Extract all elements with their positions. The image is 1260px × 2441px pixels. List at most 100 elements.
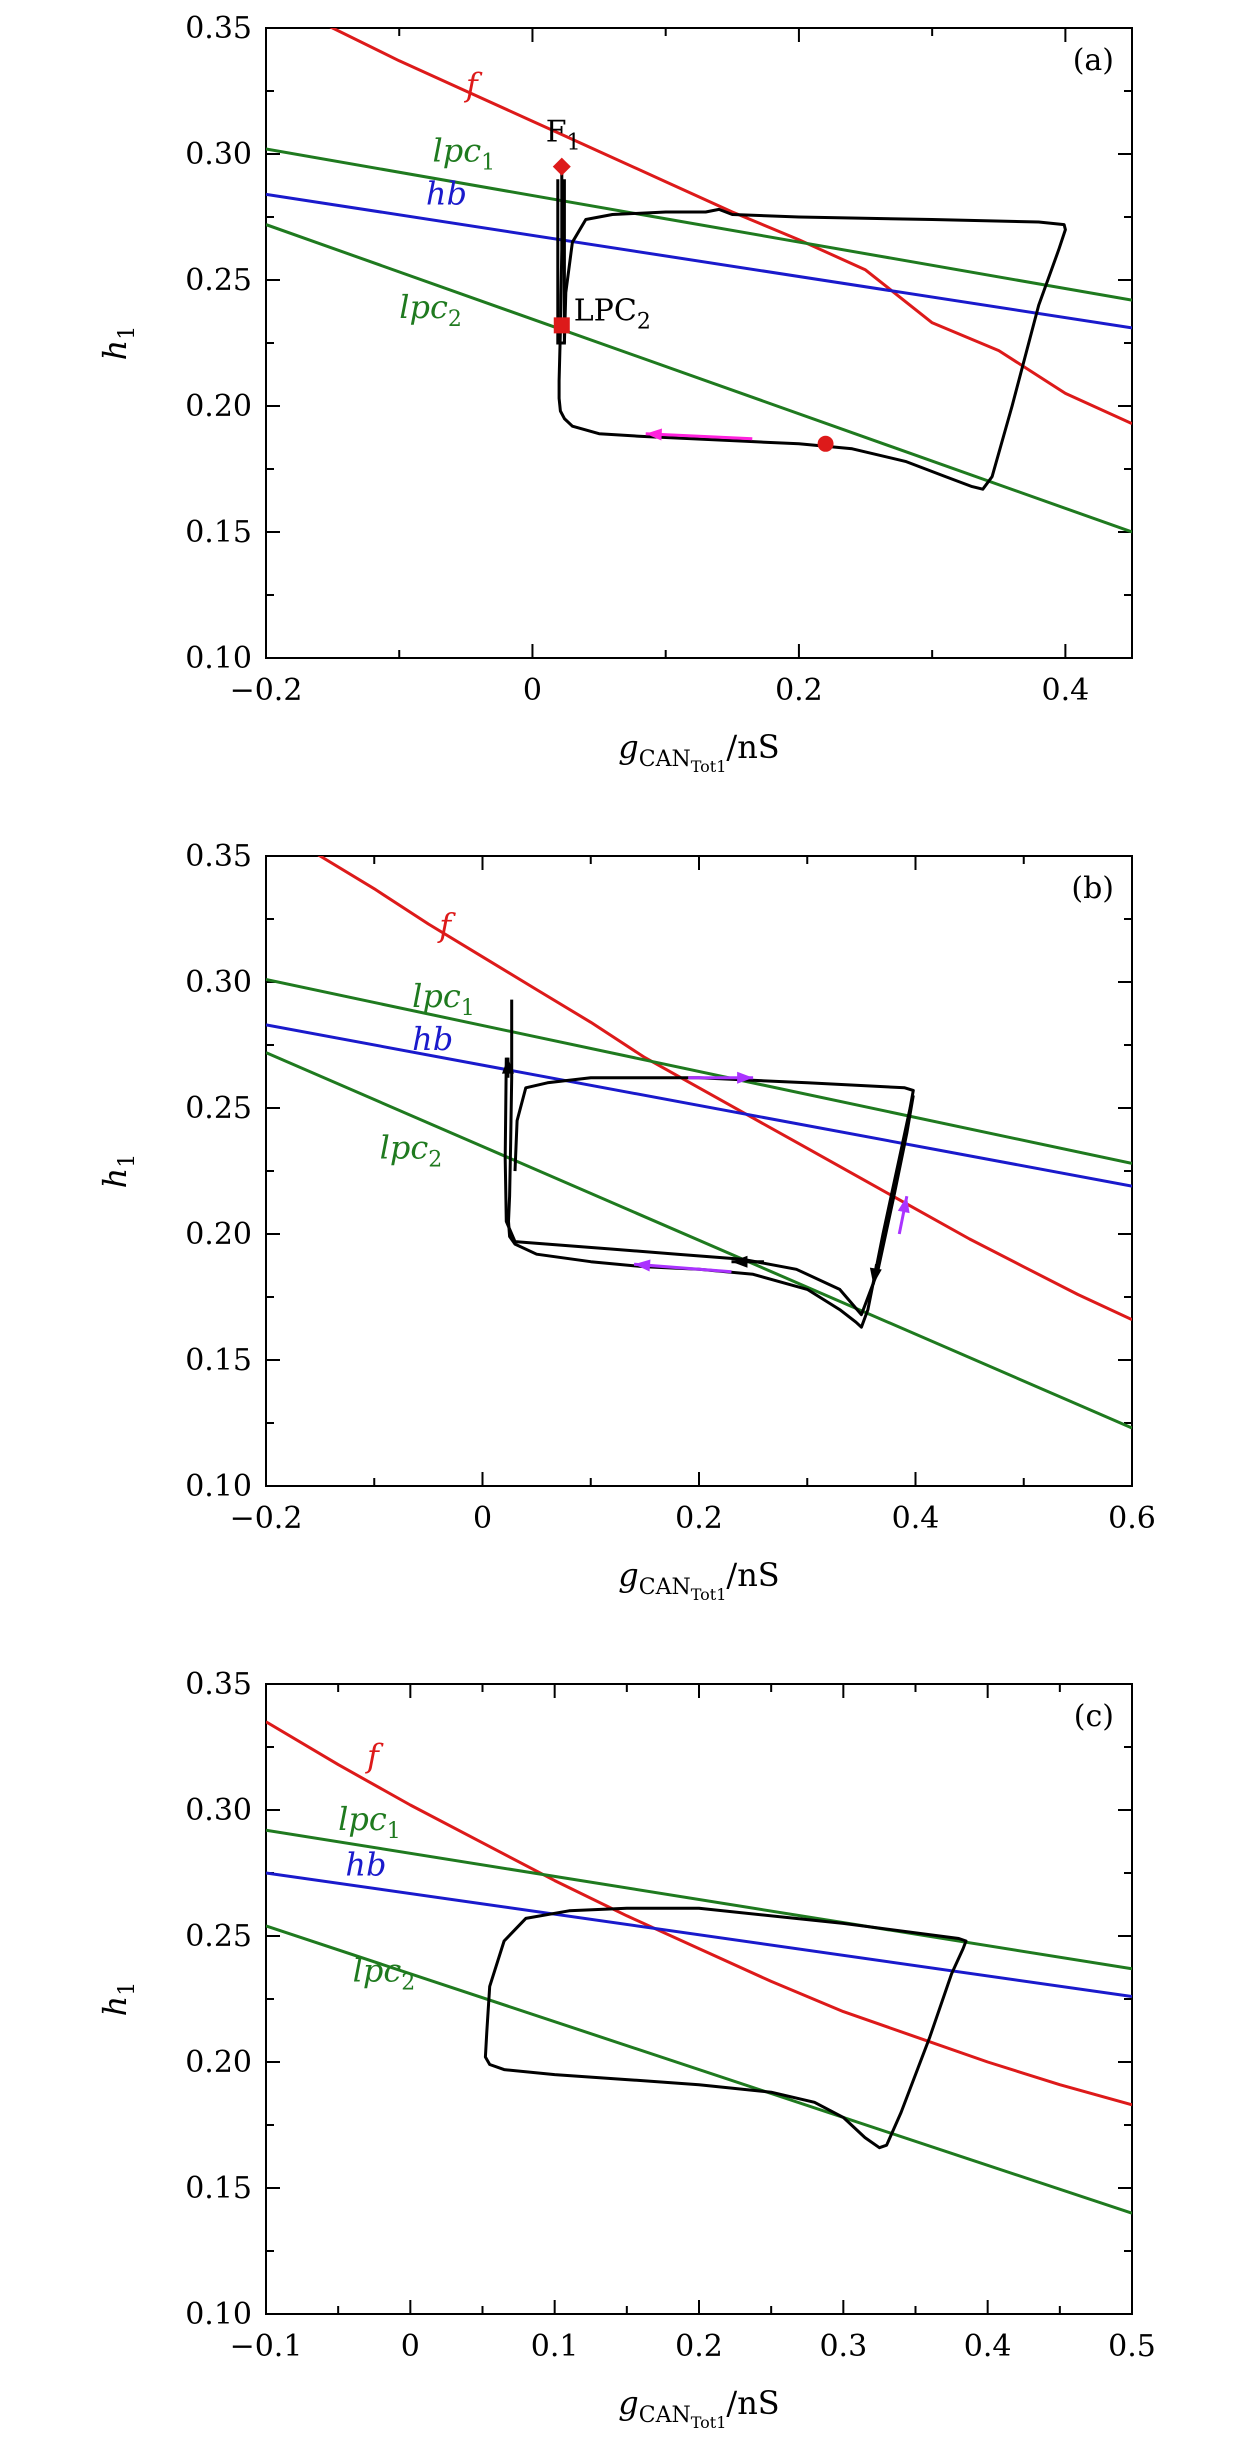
series-hb-label-main: hb [345,1846,386,1884]
x-tick-label: −0.1 [230,2329,303,2364]
series-lpc2-label: lpc2 [399,288,462,332]
x-axis-title-sub: CAN [639,2403,691,2428]
x-axis-title-unit: /nS [726,2384,779,2422]
y-tick-label: 0.15 [185,2171,252,2206]
panel-tag: (b) [1071,871,1114,906]
x-tick-label: 0.2 [775,673,823,708]
y-tick-label: 0.30 [185,137,252,172]
series-lpc1-label-main: lpc [412,977,461,1015]
x-tick-label: 0.1 [531,2329,579,2364]
direction-arrow-head [645,428,662,441]
x-axis-title-subsub: Tot1 [691,757,727,776]
x-tick-label: 0.4 [964,2329,1012,2364]
x-axis-title: gCANTot1/nS [618,728,779,776]
panel-tag: (c) [1074,1699,1114,1734]
point-label-sub: 1 [567,130,581,155]
y-axis-title-sub: 1 [115,1154,140,1168]
series-lpc1-label-sub: 1 [481,151,495,176]
plot-area [266,28,1132,534]
x-axis-title-sub: CAN [639,1575,691,1600]
y-tick-label: 0.15 [185,515,252,550]
x-tick-label: 0.4 [892,1501,940,1536]
direction-arrow-head [897,1196,910,1214]
y-tick-label: 0.10 [185,2297,252,2332]
plot-frame [265,27,1133,659]
y-axis-title: h1 [96,1982,140,2017]
y-tick-label: 0.20 [185,389,252,424]
series-lpc2-line [266,1051,1132,1430]
direction-arrow-head [501,1057,514,1074]
series-f-line [329,28,1132,425]
limit-cycle-trajectory [557,171,1067,491]
point-label: F1 [546,114,581,155]
x-tick-label: 0.2 [675,2329,723,2364]
x-axis-title: gCANTot1/nS [618,2384,779,2432]
series-lpc2-label-sub: 2 [401,1970,415,1995]
bifurcation-point-diamond [552,157,571,176]
y-axis-title-sub: 1 [115,1982,140,1996]
x-tick-label: 0.4 [1042,673,1090,708]
series-lpc1-line [266,978,1132,1165]
x-tick-label: −0.2 [230,673,303,708]
series-lpc1-label-sub: 1 [387,1819,401,1844]
plot-frame [265,1683,1133,2315]
y-tick-label: 0.10 [185,641,252,676]
series-lpc1-label: lpc1 [412,977,475,1021]
series-f-line [317,856,1132,1322]
direction-arrow-head [634,1259,651,1272]
series-lpc1-label-main: lpc [338,1800,387,1838]
point-label-main: LPC [574,293,637,328]
x-tick-label: 0 [523,673,542,708]
series-lpc2-line [266,1924,1132,2215]
plot-area [266,1720,1132,2215]
y-tick-label: 0.35 [185,1667,252,1702]
panel-c: −0.1 0 0.1 0.2 0.3 0.4 0.5 0.10 0.15 0.20 0.25 0.30… [96,1667,1156,2432]
point-label-main: F [546,114,567,149]
limit-cycle-trajectory [483,1906,968,2150]
y-tick-label: 0.15 [185,1343,252,1378]
y-tick-label: 0.35 [185,11,252,46]
limit-cycle-trajectory [507,999,915,1329]
x-axis-title-main: g [618,1556,638,1594]
series-f-line [266,1720,1132,2107]
x-tick-label: 0.6 [1108,1501,1156,1536]
bifurcation-point-square [553,317,570,334]
y-tick-label: 0.30 [185,965,252,1000]
y-axis-title: h1 [96,326,140,361]
trajectory-spike [556,179,566,345]
point-label-sub: 2 [637,309,651,334]
panel-b: −0.2 0 0.2 0.4 0.6 0.10 0.15 0.20 0.25 0.30 0.35 gC… [96,839,1156,1604]
series-lpc2-label-main: lpc [399,288,448,326]
series-hb-line [266,1871,1132,1998]
y-tick-label: 0.30 [185,1793,252,1828]
direction-arrow-shaft [633,1262,732,1274]
x-tick-label: 0 [401,2329,420,2364]
y-axis-title-main: h [96,340,134,361]
y-tick-label: 0.10 [185,1469,252,1504]
series-lpc2-label-main: lpc [353,1951,402,1989]
panel-a: −0.2 0 0.2 0.4 0.10 0.15 0.20 0.25 0.30 0.35 gCANT… [96,11,1133,776]
direction-arrow-head [737,1071,754,1084]
x-axis-title-sub: CAN [639,747,691,772]
series-lpc1-label-main: lpc [433,132,482,170]
x-tick-label: −0.2 [230,1501,303,1536]
direction-arrow-head [869,1267,882,1285]
plot-area [266,856,1132,1430]
x-tick-label: 0.3 [819,2329,867,2364]
y-tick-label: 0.25 [185,1919,252,1954]
series-lpc2-line [266,223,1132,534]
series-lpc1-label-sub: 1 [461,996,475,1021]
x-axis-title-subsub: Tot1 [691,2413,727,2432]
series-hb-label-main: hb [426,174,467,212]
x-tick-label: 0.5 [1108,2329,1156,2364]
y-tick-label: 0.35 [185,839,252,874]
panel-tag: (a) [1073,43,1114,78]
y-axis-title-main: h [96,1168,134,1189]
point-label: LPC2 [574,293,651,334]
series-hb-label-main: hb [412,1020,453,1058]
state-point-circle [817,435,834,452]
x-axis-title: gCANTot1/nS [618,1556,779,1604]
x-axis-title-subsub: Tot1 [691,1585,727,1604]
y-tick-label: 0.25 [185,1091,252,1126]
series-hb-label: hb [345,1846,386,1884]
